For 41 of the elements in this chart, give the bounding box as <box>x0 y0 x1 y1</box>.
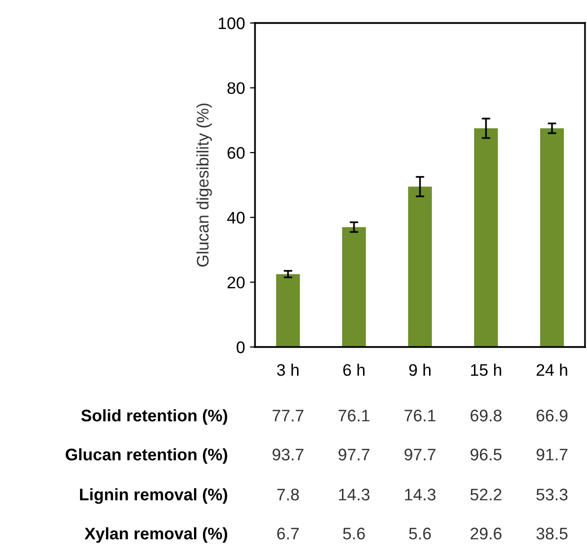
text: 6.7 <box>277 528 299 540</box>
text: 14.3 <box>405 488 436 500</box>
text: 53.3 <box>536 488 568 500</box>
text: Glucan retention (%) <box>66 448 228 464</box>
text: 93.7 <box>272 448 304 460</box>
text: 5.6 <box>343 528 365 540</box>
y-tick-label: 100 <box>218 17 245 30</box>
text: Solid retention (%) <box>81 409 228 425</box>
text: Lignin removal (%) <box>80 488 228 504</box>
text: 38.5 <box>536 528 568 540</box>
text: 77.7 <box>272 410 304 422</box>
text: 5.6 <box>409 528 431 540</box>
bar <box>408 186 432 347</box>
text: 91.7 <box>536 448 568 460</box>
text: 97.7 <box>338 448 370 460</box>
text: 69.8 <box>470 410 502 422</box>
text: 7.8 <box>277 488 299 500</box>
x-tick-label: 15 h <box>471 364 502 376</box>
x-tick-label: 24 h <box>536 364 568 376</box>
x-tick-label: 3 h <box>277 364 299 376</box>
y-tick-label: 40 <box>227 212 245 224</box>
text: 52.2 <box>470 488 502 500</box>
bar <box>474 128 498 347</box>
text: 76.1 <box>338 410 370 422</box>
bar <box>540 128 564 347</box>
text: 96.5 <box>470 448 502 460</box>
y-tick-label: 60 <box>228 147 245 159</box>
y-tick-label: 0 <box>236 341 245 354</box>
text: 76.1 <box>404 410 436 422</box>
y-tick-label: 80 <box>227 82 245 94</box>
x-tick-label: 9 h <box>409 364 431 376</box>
bar <box>276 274 300 347</box>
y-tick-label: 20 <box>228 276 245 288</box>
text: 66.9 <box>536 410 568 422</box>
y-axis-title: Glucan digesibility (%) <box>196 104 212 267</box>
text: 97.7 <box>404 448 436 460</box>
bar <box>342 227 366 347</box>
text: Xylan removal (%) <box>84 527 228 543</box>
x-tick-label: 6 h <box>343 364 365 376</box>
text: 29.6 <box>470 528 502 540</box>
text: 14.3 <box>339 488 370 500</box>
